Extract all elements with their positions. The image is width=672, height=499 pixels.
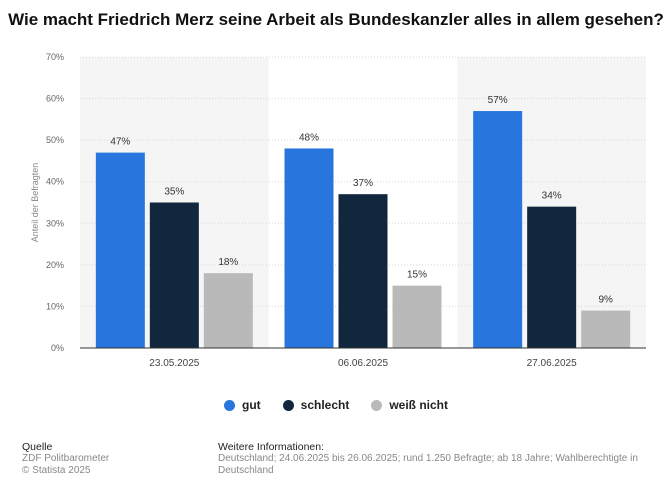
x-tick-label: 06.06.2025 — [338, 358, 388, 369]
legend: gut schlecht weiß nicht — [0, 398, 672, 412]
bar-schlecht — [338, 194, 388, 348]
y-tick-label: 0% — [51, 343, 64, 353]
info-heading: Weitere Informationen: — [218, 441, 325, 453]
legend-item-weiss-nicht[interactable]: weiß nicht — [371, 398, 448, 412]
data-label: 9% — [598, 295, 613, 306]
data-label: 18% — [218, 257, 238, 268]
data-label: 15% — [407, 270, 427, 281]
y-tick-label: 40% — [46, 177, 64, 187]
legend-marker-gut — [223, 399, 235, 411]
bar-gut — [95, 152, 145, 348]
legend-item-schlecht[interactable]: schlecht — [282, 398, 350, 412]
bar-weiss-nicht — [392, 285, 442, 348]
y-tick-label: 70% — [46, 52, 64, 62]
footer-source: Quelle ZDF Politbarometer © Statista 202… — [22, 441, 109, 477]
data-label: 37% — [353, 178, 373, 189]
source-heading: Quelle — [22, 441, 53, 453]
data-label: 34% — [542, 191, 562, 202]
x-tick-label: 23.05.2025 — [149, 358, 199, 369]
source-line-2[interactable]: © Statista 2025 — [22, 465, 91, 476]
info-text: Deutschland; 24.06.2025 bis 26.06.2025; … — [218, 453, 638, 476]
x-tick-label: 27.06.2025 — [527, 358, 577, 369]
data-label: 47% — [110, 137, 130, 148]
y-tick-label: 30% — [46, 218, 64, 228]
y-tick-label: 60% — [46, 94, 64, 104]
y-axis-label: Anteil der Befragten — [30, 163, 40, 243]
data-label: 48% — [299, 132, 319, 143]
footer-info: Weitere Informationen: Deutschland; 24.0… — [218, 441, 672, 477]
y-tick-label: 50% — [46, 135, 64, 145]
bar-weiss-nicht — [203, 273, 253, 348]
chart-title: Wie macht Friedrich Merz seine Arbeit al… — [8, 10, 664, 29]
legend-marker-weiss-nicht — [371, 399, 383, 411]
y-tick-label: 20% — [46, 260, 64, 270]
bar-schlecht — [149, 202, 199, 348]
legend-marker-schlecht — [282, 399, 294, 411]
data-label: 57% — [488, 95, 508, 106]
legend-label-schlecht: schlecht — [300, 398, 350, 412]
legend-label-gut: gut — [241, 398, 261, 412]
bar-weiss-nicht — [581, 310, 631, 348]
legend-label-weiss-nicht: weiß nicht — [389, 398, 448, 412]
data-label: 35% — [164, 187, 184, 198]
source-line-1[interactable]: ZDF Politbarometer — [22, 453, 110, 464]
bar-gut — [473, 111, 523, 349]
bar-schlecht — [527, 206, 577, 348]
y-tick-label: 10% — [46, 301, 64, 311]
legend-item-gut[interactable]: gut — [223, 398, 261, 412]
bar-gut — [284, 148, 334, 348]
